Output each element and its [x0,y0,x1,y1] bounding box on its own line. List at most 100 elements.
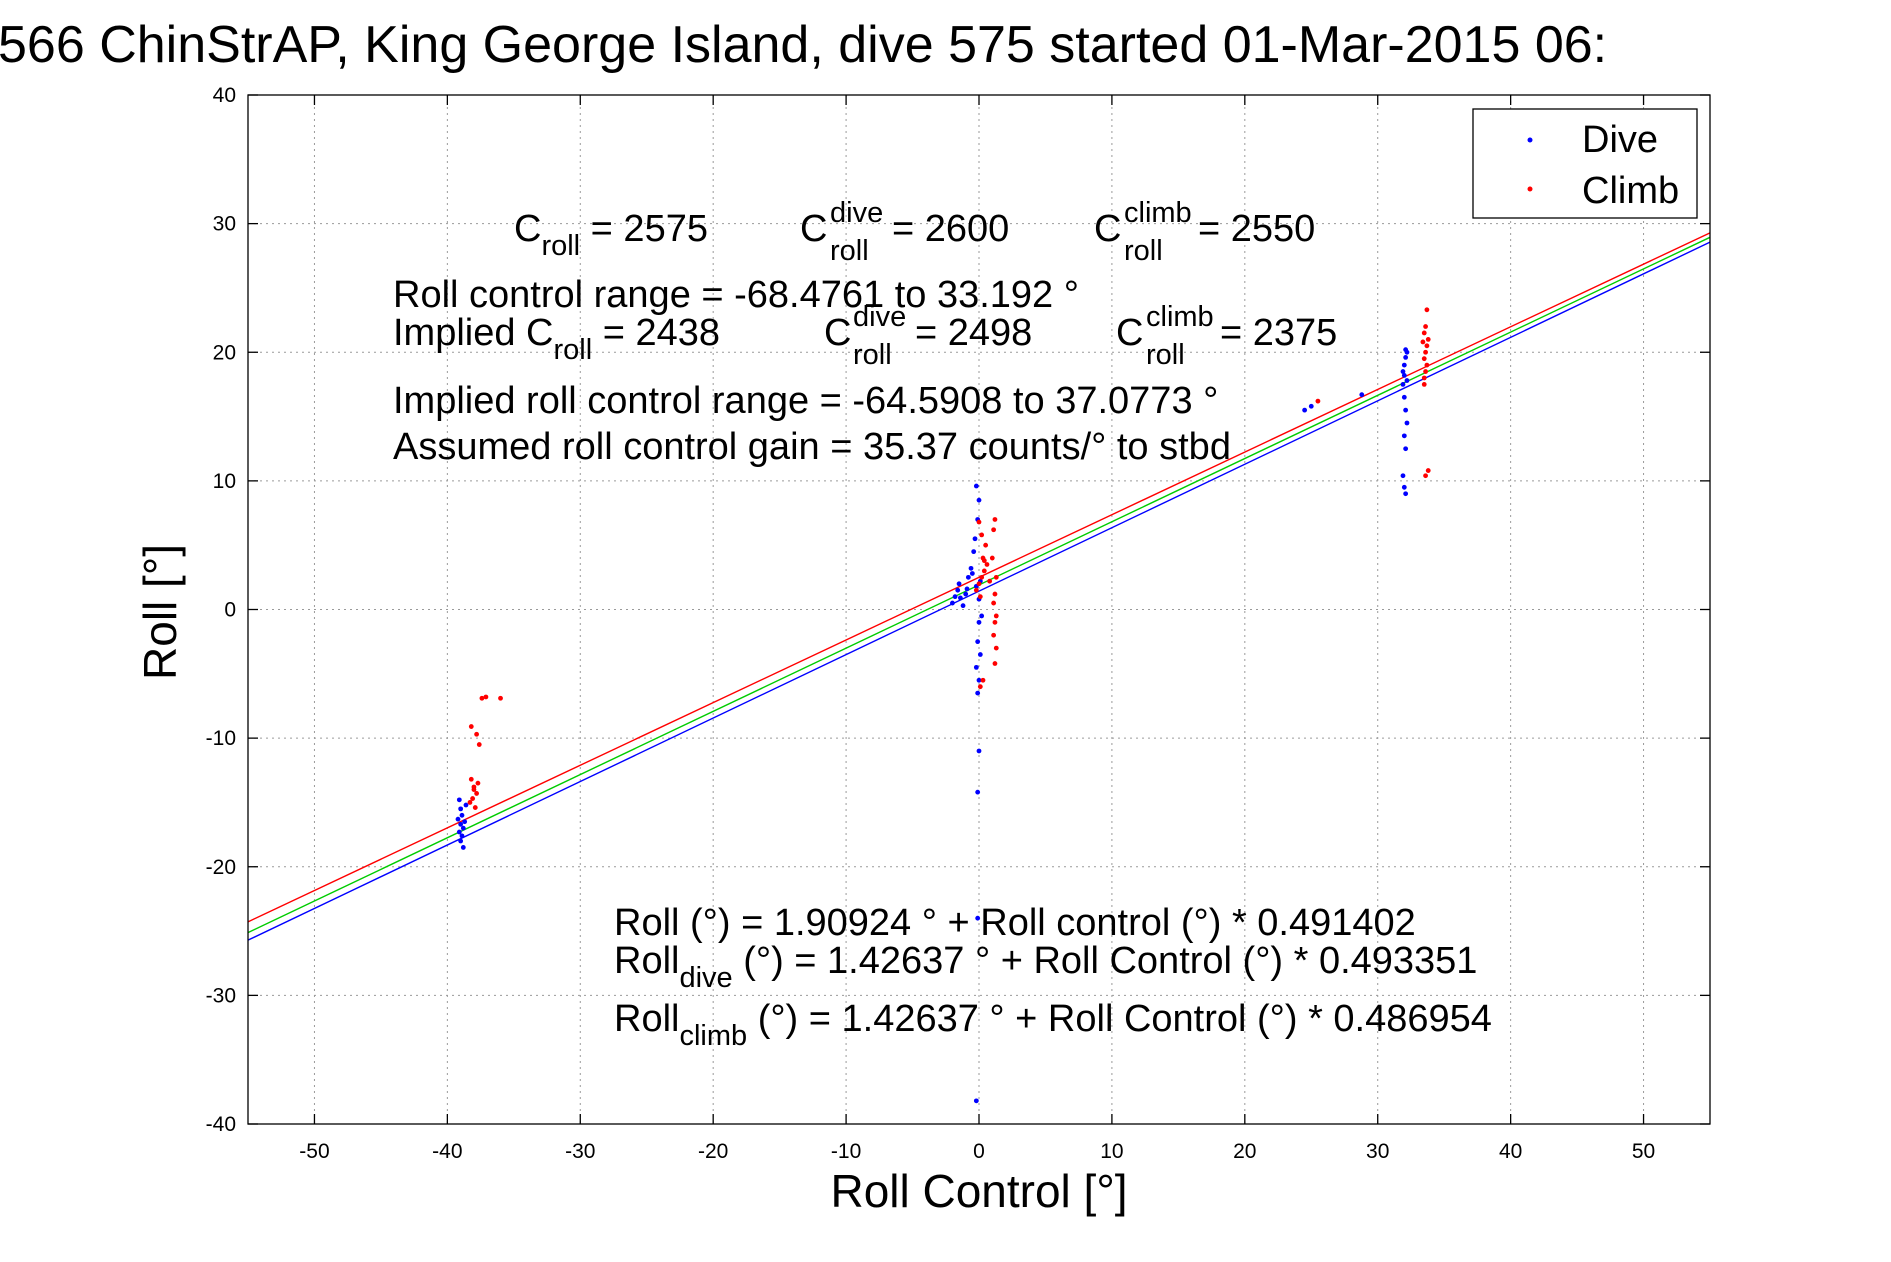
climb-point [1424,343,1430,349]
fit-equation-all: Roll (°) = 1.90924 ° + Roll control (°) … [614,902,1416,944]
svg-text:C: C [824,312,851,354]
legend-climb-label: Climb [1582,170,1679,212]
climb-point [987,578,993,584]
dive-point [1403,407,1409,413]
fit-equation-climb: Rollclimb (°) = 1.42637 ° + Roll Control… [614,998,1492,1052]
dive-point [463,802,469,808]
y-tick-label: 10 [213,470,236,493]
climb-point [992,661,998,666]
climb-point [984,562,990,567]
dive-point [976,748,982,754]
implied-c-roll-line: Implied Croll = 2438 C dive roll = 2498 … [393,301,1337,371]
dive-point [955,587,961,593]
dive-point [1400,369,1406,374]
dive-point [1401,362,1407,368]
dive-point [968,565,974,571]
y-tick-label: 20 [213,341,236,364]
dive-point [969,571,975,576]
dive-point [1403,446,1409,452]
svg-text:dive: dive [853,301,906,333]
dive-point [975,690,981,696]
fit-equation-dive: Rolldive (°) = 1.42637 ° + Roll Control … [614,940,1477,994]
climb-point [472,805,478,810]
y-tick-label: -20 [206,856,236,879]
climb-point [1315,398,1321,404]
climb-point [1424,362,1430,368]
dive-point [960,603,966,609]
dive-point [459,812,465,818]
dive-point [1302,407,1308,413]
climb-point [1425,336,1431,342]
climb-point [475,780,481,786]
climb-point [980,677,986,683]
climb-point [979,574,985,580]
climb-point [1421,330,1427,336]
dive-point [1400,382,1406,387]
svg-text:C: C [1094,208,1121,250]
dive-point [956,581,962,587]
dive-point [975,789,981,795]
climb-point [468,776,474,782]
x-tick-label: -50 [299,1140,329,1163]
climb-point [1421,375,1427,381]
dive-point [957,595,963,601]
climb-point [976,581,982,587]
dive-point [973,1098,979,1104]
dive-point [963,591,969,597]
climb-point [991,600,997,606]
svg-text:= 2375: = 2375 [1220,312,1337,354]
climb-point [483,694,489,700]
y-tick-label: 0 [224,599,236,622]
climb-point [977,684,983,690]
y-tick-label: -30 [206,984,236,1007]
dive-point [950,600,955,606]
svg-text:Implied Croll = 2438: Implied Croll = 2438 [393,312,720,366]
x-tick-label: 50 [1632,1140,1655,1163]
dive-point [1359,392,1365,398]
climb-point [993,645,999,651]
climb-point [468,724,474,729]
dive-point [455,816,461,822]
axis-ticks: -50 -40 -30 -20 -10 0 10 20 30 40 50 -40 -30 -20 -10 0 1… [206,84,1710,1163]
dive-point [460,845,466,850]
dive-point [976,619,982,625]
legend-dive-label: Dive [1582,119,1658,161]
legend-box [1472,108,1698,219]
climb-point [1421,356,1427,362]
dive-point [1403,491,1409,497]
svg-text:climb: climb [1146,301,1214,333]
climb-point [1424,307,1430,313]
dive-point [459,833,465,839]
climb-point [992,591,998,597]
dive-point [977,652,983,657]
dive-point [976,497,982,503]
climb-point [498,695,503,701]
climb-point [991,527,997,533]
climb-point [1423,324,1428,329]
dive-point [1404,378,1410,383]
svg-text:climb: climb [1124,197,1192,229]
dive-point [973,664,979,670]
dive-point [460,825,466,831]
climb-point [1421,382,1427,387]
dive-point [462,819,468,825]
dive-point [973,483,979,489]
dive-point [458,838,464,844]
climb-point [991,632,997,638]
legend-dive-marker [1527,137,1533,143]
dive-point [975,639,981,645]
svg-text:roll: roll [1146,339,1185,371]
dive-point [964,586,970,592]
climb-point [977,594,983,600]
x-tick-label: -10 [831,1140,861,1163]
x-tick-label: -30 [565,1140,595,1163]
dive-point [1401,433,1407,439]
climb-point [1425,468,1431,473]
x-tick-label: 10 [1100,1140,1123,1163]
chart-title: 566 ChinStrAP, King George Island, dive … [0,16,1607,74]
dive-point [1403,347,1409,353]
climb-point [1420,339,1426,345]
svg-text:roll: roll [1124,235,1163,267]
x-tick-label: 20 [1233,1140,1256,1163]
climb-point [973,587,979,593]
